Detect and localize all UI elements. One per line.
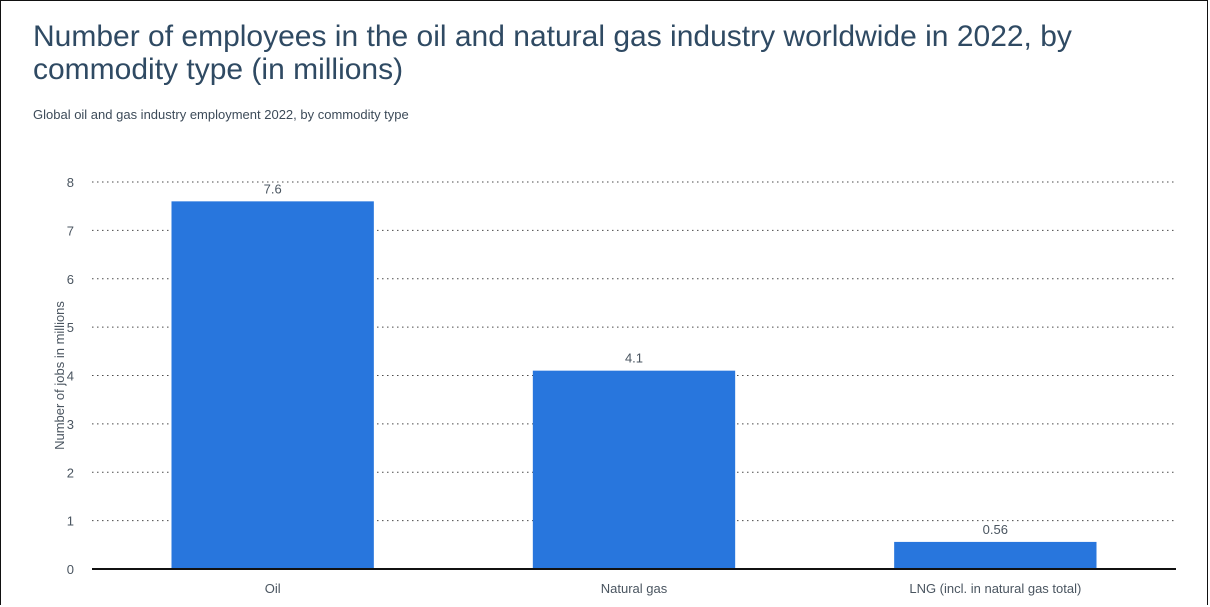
x-tick-label: Natural gas <box>601 581 668 596</box>
y-axis-ticks: 0 1 2 3 4 5 6 7 8 <box>67 175 74 577</box>
y-tick-label: 4 <box>67 369 74 384</box>
data-label: 7.6 <box>264 181 282 196</box>
chart-subtitle: Global oil and gas industry employment 2… <box>33 107 409 122</box>
y-tick-label: 2 <box>67 465 74 480</box>
y-tick-label: 3 <box>67 417 74 432</box>
y-tick-label: 6 <box>67 272 74 287</box>
y-tick-label: 1 <box>67 514 74 529</box>
bar[interactable] <box>171 201 374 569</box>
data-label: 4.1 <box>625 351 643 366</box>
y-axis-label: Number of jobs in millions <box>52 301 67 450</box>
x-axis-ticks: Oil Natural gas LNG (incl. in natural gas … <box>265 581 1082 596</box>
y-tick-label: 7 <box>67 223 74 238</box>
data-labels: 7.6 4.1 0.56 <box>264 181 1008 537</box>
data-label: 0.56 <box>983 522 1008 537</box>
chart-title: Number of employees in the oil and natur… <box>33 20 1072 86</box>
bar[interactable] <box>894 541 1097 569</box>
bars <box>171 201 1097 569</box>
x-tick-label: Oil <box>265 581 281 596</box>
y-tick-label: 0 <box>67 562 74 577</box>
y-tick-label: 5 <box>67 320 74 335</box>
x-tick-label: LNG (incl. in natural gas total) <box>909 581 1081 596</box>
y-tick-label: 8 <box>67 175 74 190</box>
bar[interactable] <box>532 370 736 569</box>
